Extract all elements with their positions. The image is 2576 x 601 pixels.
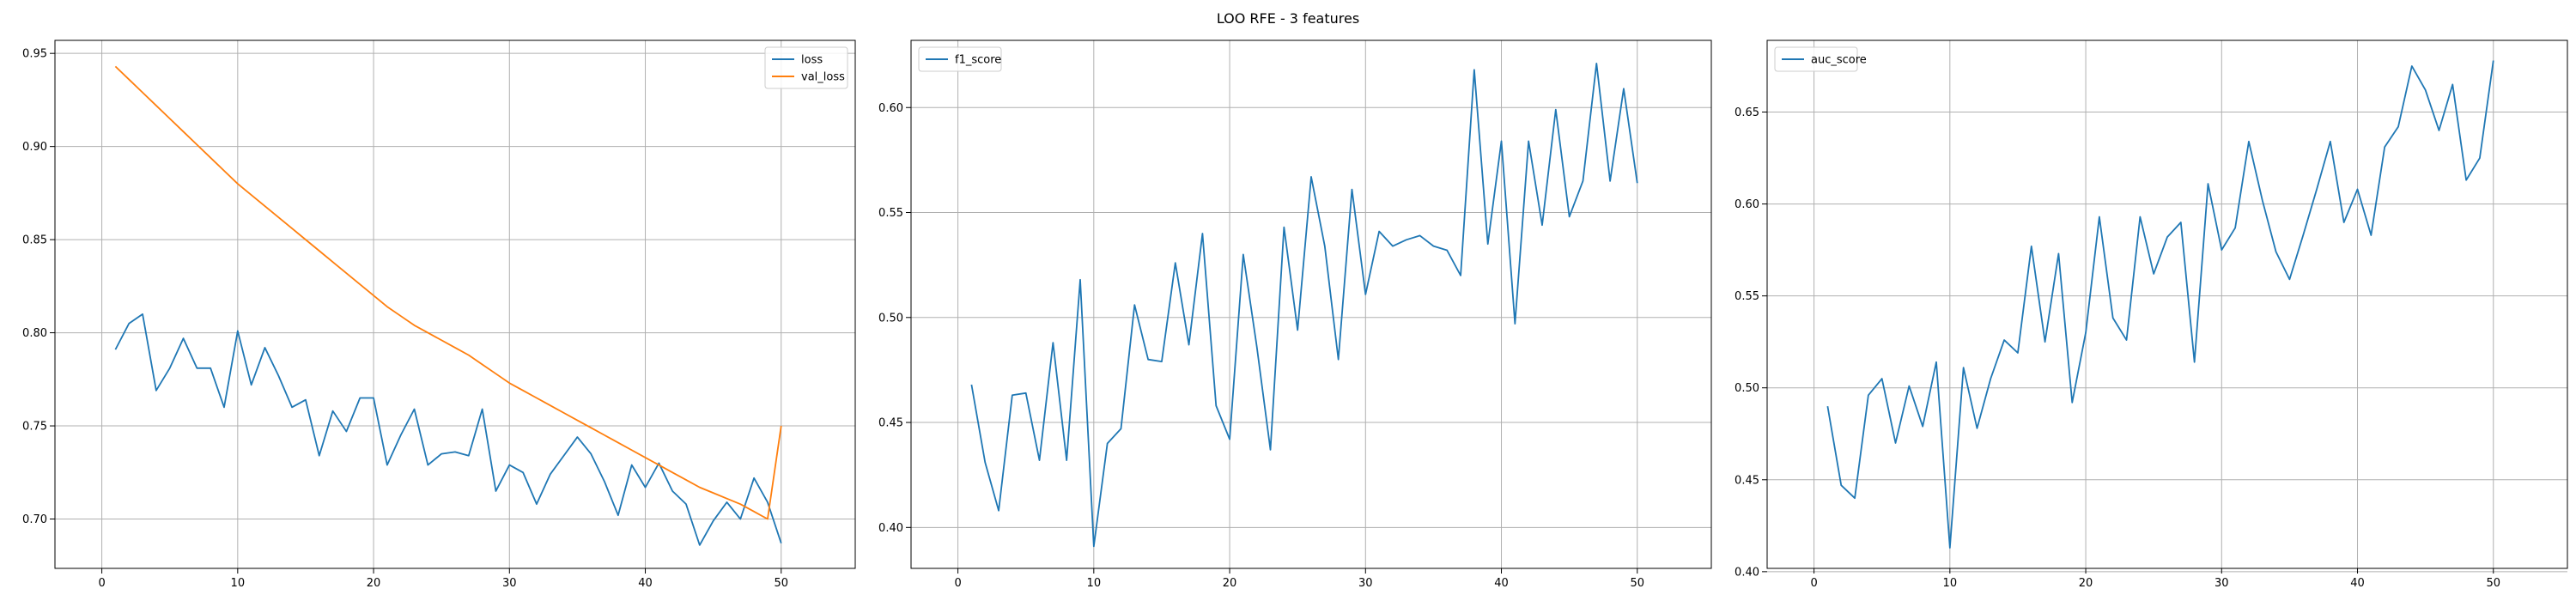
- legend-box: [918, 46, 1002, 72]
- y-tick-label: 0.45: [878, 417, 903, 430]
- legend-label: auc_score: [1811, 54, 1867, 67]
- x-tick-label: 0: [98, 577, 105, 590]
- series-line-auc-score: [1826, 60, 2494, 549]
- x-tick-label: 30: [1358, 577, 1373, 590]
- x-tick-label: 50: [1630, 577, 1644, 590]
- y-tick-label: 0.65: [1735, 106, 1759, 119]
- legend: auc_score: [1774, 46, 1867, 72]
- y-tick-label: 0.50: [878, 312, 903, 325]
- y-tick-label: 0.45: [1735, 474, 1759, 487]
- y-tick-label: 0.40: [1735, 566, 1759, 579]
- series-line-loss: [114, 313, 782, 546]
- chart-panel-2: 0 10 20 30 40 50 0.40 0.45 0.50 0.55 0.60 f1_score: [878, 39, 1712, 590]
- y-tick-label: 0.55: [1735, 290, 1759, 303]
- axes-frame: [910, 39, 1712, 569]
- x-tick-label: 0: [954, 577, 961, 590]
- y-tick-label: 0.80: [22, 327, 47, 340]
- y-tick-label: 0.50: [1735, 382, 1759, 395]
- legend: f1_score: [918, 46, 1002, 72]
- x-tick-label: 40: [1494, 577, 1509, 590]
- x-tick-label: 40: [638, 577, 653, 590]
- x-tick-label: 10: [1943, 577, 1958, 590]
- x-tick-label: 10: [1087, 577, 1102, 590]
- legend-box: [764, 46, 848, 89]
- x-tick-label: 30: [2215, 577, 2229, 590]
- x-tick-label: 20: [2079, 577, 2093, 590]
- x-tick-label: 20: [367, 577, 381, 590]
- axes-frame: [1766, 39, 2568, 569]
- x-tick-label: 20: [1223, 577, 1237, 590]
- x-tick-label: 40: [2350, 577, 2365, 590]
- y-tick-label: 0.70: [22, 513, 47, 526]
- x-tick-label: 50: [774, 577, 788, 590]
- y-tick-label: 0.90: [22, 141, 47, 154]
- legend: loss val_loss: [764, 46, 848, 89]
- legend-label: val_loss: [801, 71, 845, 84]
- y-tick-label: 0.75: [22, 421, 47, 434]
- x-tick-label: 0: [1810, 577, 1817, 590]
- y-tick-label: 0.85: [22, 234, 47, 247]
- y-tick-label: 0.55: [878, 207, 903, 220]
- y-tick-label: 0.60: [1735, 198, 1759, 211]
- chart-panel-3: 0 10 20 30 40 50 0.40 0.45 0.50 0.55 0.60 0.65 auc_s…: [1735, 39, 2568, 590]
- x-tick-label: 30: [502, 577, 517, 590]
- y-tick-label: 0.60: [878, 102, 903, 115]
- axes-frame: [54, 39, 856, 569]
- series-line-val-loss: [114, 65, 782, 520]
- legend-label: loss: [801, 54, 823, 67]
- x-tick-label: 10: [231, 577, 246, 590]
- x-tick-label: 50: [2486, 577, 2500, 590]
- y-tick-label: 0.40: [878, 522, 903, 535]
- chart-panel-1: 0 10 20 30 40 50 0.70 0.75 0.80 0.85 0.90 0.95 loss v…: [22, 39, 856, 590]
- series-line-f1-score: [970, 63, 1638, 548]
- legend-box: [1774, 46, 1858, 72]
- y-tick-label: 0.95: [22, 48, 47, 61]
- figure-title: LOO RFE - 3 features: [1217, 10, 1359, 27]
- legend-label: f1_score: [955, 54, 1001, 67]
